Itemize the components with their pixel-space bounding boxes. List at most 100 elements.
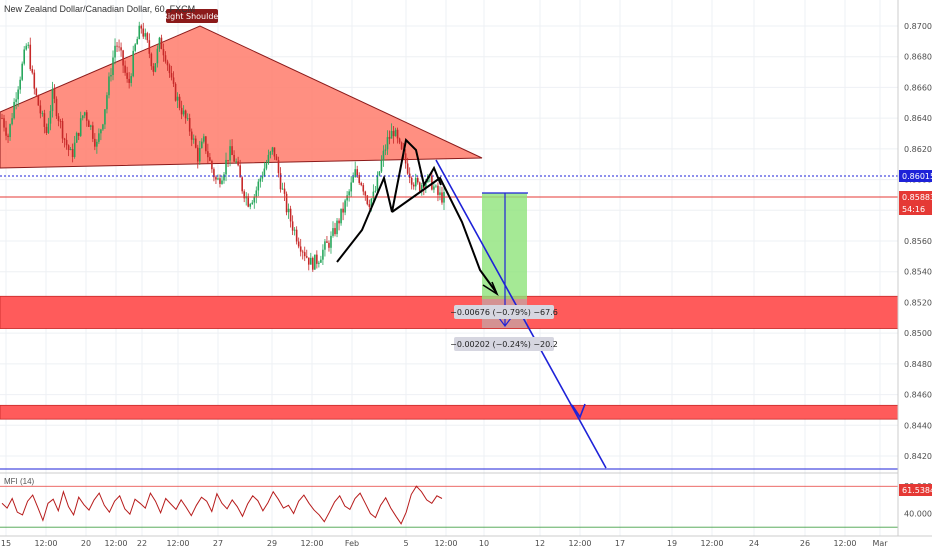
- candle-body: [366, 195, 369, 205]
- candle-body: [261, 176, 264, 179]
- candle-body: [338, 220, 340, 224]
- candle-body: [196, 147, 199, 162]
- x-tick-label: 12:00: [166, 539, 189, 548]
- candle-body: [398, 138, 401, 143]
- price-tag-bg: [899, 170, 932, 182]
- candle-body: [334, 228, 336, 235]
- candle-body: [360, 182, 363, 186]
- x-tick-label: 12:00: [568, 539, 591, 548]
- candle-body: [130, 76, 132, 83]
- candle-body: [51, 88, 54, 111]
- candle-body: [77, 132, 80, 136]
- x-tick-label: 22: [137, 539, 147, 548]
- candle-body: [124, 65, 126, 73]
- x-tick-label: 12:00: [104, 539, 127, 548]
- candle-body: [98, 133, 100, 142]
- candle-body: [116, 45, 118, 47]
- price-tags: 0.86015 0.85883 54:16: [899, 170, 932, 215]
- candle-body: [172, 77, 175, 84]
- candle-body: [71, 149, 74, 157]
- candle-body: [350, 182, 352, 192]
- candle-body: [414, 178, 417, 187]
- candle-body: [23, 49, 26, 64]
- candle-body: [15, 99, 17, 102]
- candle-body: [431, 175, 433, 190]
- candle-body: [439, 192, 441, 195]
- candle-body: [128, 78, 130, 83]
- x-tick-label: 29: [267, 539, 277, 548]
- candle-body: [104, 109, 106, 125]
- candle-body: [154, 63, 157, 72]
- candle-body: [384, 149, 387, 151]
- candle-body: [17, 89, 19, 100]
- candle-body: [297, 241, 300, 247]
- candle-body: [112, 57, 114, 76]
- candle-body: [57, 116, 60, 121]
- candle-body: [49, 110, 52, 124]
- candle-body: [372, 191, 375, 199]
- candle-body: [92, 125, 94, 139]
- candle-body: [168, 65, 171, 74]
- candle-body: [184, 110, 187, 119]
- candle-body: [174, 83, 177, 101]
- candle-body: [108, 76, 110, 96]
- x-tick-label: 12: [535, 539, 545, 548]
- candle-body: [27, 44, 30, 46]
- candle-body: [158, 37, 161, 49]
- price-tag-label: 0.85883: [902, 193, 932, 202]
- candle-body: [247, 196, 250, 207]
- candle-body: [392, 130, 395, 137]
- candle-body: [235, 161, 237, 163]
- candle-body: [418, 182, 421, 192]
- indicator-series: [0, 472, 898, 528]
- x-tick-label: 12:00: [833, 539, 856, 548]
- x-tick-label: 26: [800, 539, 810, 548]
- candle-body: [33, 72, 36, 89]
- candle-body: [396, 129, 399, 139]
- candle-body: [209, 157, 211, 161]
- candle-body: [400, 142, 403, 150]
- candle-body: [406, 163, 409, 174]
- candle-body: [289, 208, 292, 222]
- candle-body: [227, 159, 229, 161]
- candle-body: [324, 241, 326, 250]
- candle-body: [11, 118, 13, 125]
- indicator-axis: 80.0000040.0000061.53846: [899, 482, 932, 519]
- candle-body: [271, 147, 274, 152]
- candle-body: [83, 112, 86, 116]
- candle-body: [53, 88, 56, 99]
- x-tick-label: 12:00: [300, 539, 323, 548]
- candle-body: [186, 118, 189, 119]
- candle-body: [170, 73, 173, 78]
- candle-body: [194, 138, 197, 148]
- measure-label-2: −0.00202 (−0.24%) −20.2: [450, 340, 558, 349]
- candle-body: [1, 118, 3, 119]
- candle-body: [223, 174, 225, 181]
- x-tick-label: 15: [1, 539, 11, 548]
- candle-body: [87, 120, 90, 127]
- candle-body: [229, 146, 231, 161]
- candle-body: [150, 53, 153, 67]
- candle-body: [404, 153, 407, 164]
- candle-body: [374, 190, 377, 192]
- candle-body: [257, 181, 260, 191]
- indicator-value-label: 61.53846: [902, 486, 932, 495]
- candle-body: [305, 256, 308, 258]
- candle-body: [148, 40, 151, 54]
- candle-body: [203, 136, 205, 142]
- candle-body: [320, 259, 322, 263]
- candle-body: [433, 186, 435, 190]
- candle-body: [69, 149, 72, 151]
- candle-body: [67, 145, 70, 151]
- candle-body: [134, 44, 137, 51]
- candle-body: [352, 176, 354, 183]
- candle-body: [81, 115, 84, 119]
- candle-body: [215, 177, 217, 180]
